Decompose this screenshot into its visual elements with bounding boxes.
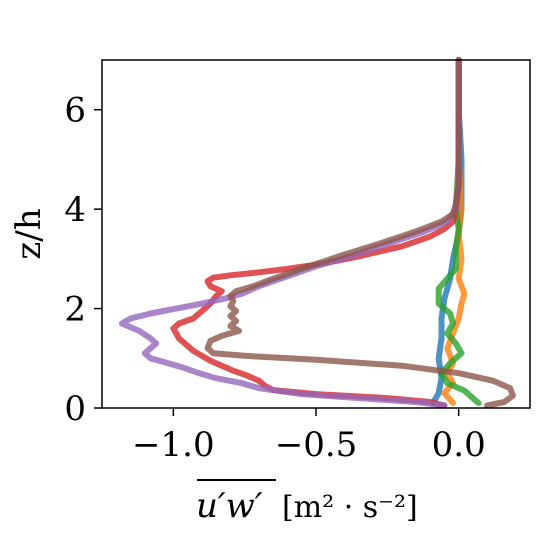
plot-frame: [101, 59, 531, 409]
x-axis-label-main: u′w′: [196, 486, 263, 526]
x-tick-label-3: 0.0: [432, 425, 486, 465]
y-tick-label-1: 0: [64, 389, 86, 429]
svg-text:u′w′ [m² · s⁻²]: u′w′ [m² · s⁻²]: [196, 486, 418, 526]
ticks-group: −1.0 −0.5 0.0 0 2 4 6: [64, 91, 485, 465]
y-tick-label-3: 4: [64, 190, 86, 230]
y-tick-label-2: 2: [64, 290, 86, 330]
series-group: [119, 57, 516, 409]
x-tick-label-2: −0.5: [275, 425, 358, 465]
series-line-4: [170, 57, 462, 409]
y-tick-label-4: 6: [64, 91, 86, 131]
series-line-6: [204, 57, 516, 409]
x-axis-label-unit: [m² · s⁻²]: [282, 490, 418, 525]
x-axis-label: u′w′ [m² · s⁻²]: [196, 479, 418, 526]
y-axis-label: z/h: [9, 208, 49, 259]
x-tick-label-1: −1.0: [132, 425, 215, 465]
